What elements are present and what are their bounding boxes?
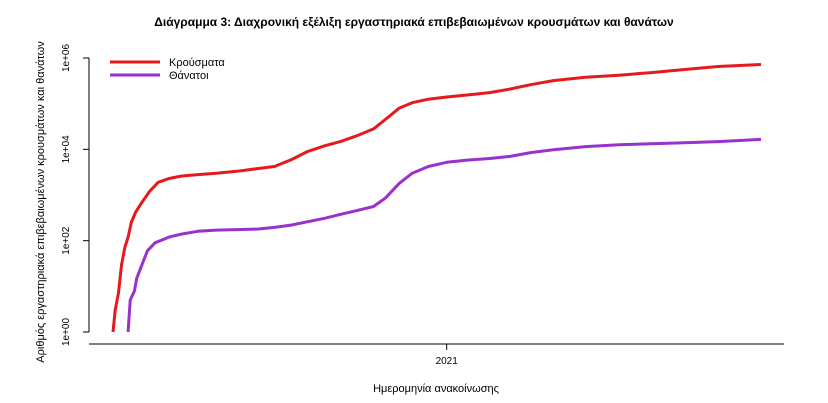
- series-line-1: [126, 137, 762, 333]
- chart-title: Διάγραμμα 3: Διαχρονική εξέλιξη εργαστηρ…: [154, 15, 674, 29]
- y-tick-label: 1e+04: [61, 135, 72, 164]
- y-tick-label: 1e+00: [61, 318, 72, 347]
- y-tick-label: 1e+06: [61, 44, 72, 73]
- y-tick-label: 1e+02: [61, 226, 72, 255]
- series-layer: [111, 63, 762, 333]
- x-axis: 2021: [89, 343, 784, 367]
- y-axis-title: Αριθμός εργαστηριακά επιβεβαιωμένων κρου…: [35, 41, 47, 363]
- y-axis: 1e+00 1e+02 1e+04 1e+06: [61, 44, 90, 347]
- series-line-0: [111, 63, 762, 333]
- legend-label: Θάνατοι: [169, 70, 209, 82]
- x-tick-label: 2021: [436, 356, 459, 367]
- legend-label: Κρούσματα: [169, 57, 225, 69]
- x-axis-title: Ημερομηνία ανακοίνωσης: [373, 383, 499, 395]
